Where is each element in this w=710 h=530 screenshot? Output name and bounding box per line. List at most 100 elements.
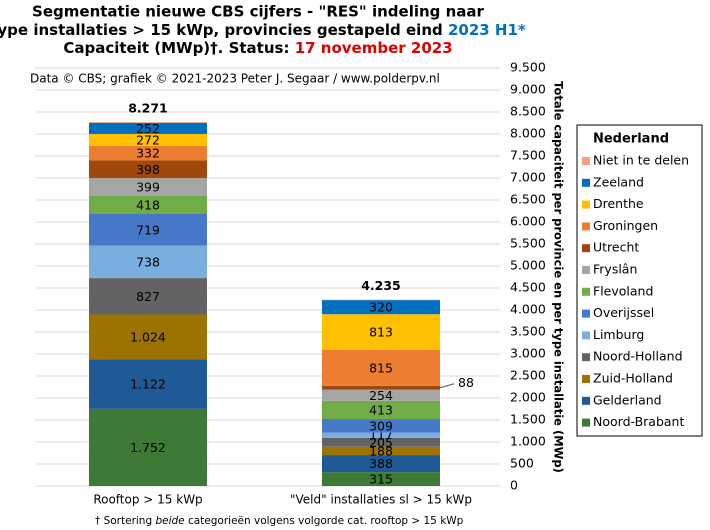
y-tick-label: 4.500 bbox=[510, 280, 546, 295]
bar-segment bbox=[89, 133, 207, 146]
legend-label: Overijssel bbox=[593, 305, 654, 320]
y-tick-label: 5.500 bbox=[510, 236, 546, 251]
y-tick-label: 1.500 bbox=[510, 412, 546, 427]
data-label: 815 bbox=[369, 360, 393, 375]
bar-segment bbox=[89, 245, 207, 279]
y-tick-label: 0 bbox=[510, 478, 518, 493]
y-tick-label: 8.000 bbox=[510, 126, 546, 141]
legend-swatch bbox=[582, 266, 590, 274]
bar-segment bbox=[89, 195, 207, 214]
legend-swatch bbox=[582, 222, 590, 231]
chart-title-line: Capaciteit (MWp)†. Status: 17 november 2… bbox=[63, 39, 452, 57]
bar-segment bbox=[89, 278, 207, 315]
legend-label: Niet in te delen bbox=[593, 153, 689, 168]
legend-label: Utrecht bbox=[593, 240, 639, 255]
data-label: 88 bbox=[458, 375, 474, 390]
y-tick-label: 4.000 bbox=[510, 302, 546, 317]
legend-label: Zeeland bbox=[593, 174, 644, 189]
data-label: 813 bbox=[369, 325, 393, 340]
bar-segment bbox=[322, 437, 440, 447]
chart-title: Segmentatie nieuwe CBS cijfers - "RES" i… bbox=[32, 3, 484, 21]
legend-label: Zuid-Holland bbox=[593, 371, 673, 386]
bar-segment bbox=[89, 359, 207, 409]
title-highlight: 2023 H1* bbox=[448, 21, 526, 39]
legend-label: Groningen bbox=[593, 218, 658, 233]
data-label: 252 bbox=[136, 121, 160, 136]
bar-segment bbox=[89, 145, 207, 161]
legend-swatch bbox=[582, 353, 590, 362]
bar-segment bbox=[322, 400, 440, 420]
bar-segment bbox=[322, 446, 440, 456]
bar-segment bbox=[89, 178, 207, 196]
legend-label: Drenthe bbox=[593, 196, 644, 211]
x-tick-label: Rooftop > 15 kWp bbox=[93, 493, 202, 507]
legend-label: Limburg bbox=[593, 327, 644, 342]
bar-segment bbox=[322, 419, 440, 433]
data-label: 1.752 bbox=[130, 440, 166, 455]
legend-swatch bbox=[582, 331, 590, 340]
legend-label: Noord-Brabant bbox=[593, 414, 684, 429]
bar-segment bbox=[89, 122, 207, 134]
footnote-text: beide bbox=[155, 515, 184, 527]
legend-swatch bbox=[582, 375, 590, 383]
legend-swatch bbox=[582, 244, 590, 253]
data-label: 254 bbox=[369, 388, 393, 403]
legend-swatch bbox=[582, 287, 590, 296]
data-label: 413 bbox=[369, 402, 393, 417]
data-label: 272 bbox=[136, 132, 160, 147]
y-tick-label: 2.000 bbox=[510, 390, 546, 405]
data-label: 1.122 bbox=[130, 377, 166, 392]
status-date: 17 november 2023 bbox=[295, 39, 453, 57]
legend-label: Flevoland bbox=[593, 283, 653, 298]
legend-swatch bbox=[582, 418, 590, 427]
y-tick-label: 3.000 bbox=[510, 346, 546, 361]
legend-swatch bbox=[582, 309, 590, 318]
legend-label: Gelderland bbox=[593, 392, 662, 407]
bar-segment bbox=[322, 389, 440, 401]
footnote-text: categorieën volgens volgorde cat. roofto… bbox=[185, 515, 464, 527]
legend-box bbox=[576, 124, 703, 437]
legend-swatch bbox=[582, 178, 590, 187]
bar-segment bbox=[89, 122, 207, 123]
bar-segment bbox=[89, 408, 207, 486]
y-tick-label: 3.500 bbox=[510, 324, 546, 339]
legend-swatch bbox=[582, 396, 590, 405]
source: Data © CBS; grafiek © 2021-2023 Peter J.… bbox=[30, 72, 440, 86]
legend-title: Nederland bbox=[593, 132, 669, 147]
legend-swatch bbox=[582, 157, 590, 165]
legend-swatch bbox=[582, 200, 590, 209]
bar-segment bbox=[89, 160, 207, 179]
y-tick-label: 7.500 bbox=[510, 148, 546, 163]
bar-segment bbox=[89, 213, 207, 246]
y-tick-label: 8.500 bbox=[510, 104, 546, 119]
title-text: Capaciteit (MWp)†. Status: bbox=[63, 39, 294, 57]
data-label: 332 bbox=[136, 146, 160, 161]
data-label: 388 bbox=[369, 456, 393, 471]
bar-segment bbox=[322, 314, 440, 350]
data-label: 399 bbox=[136, 179, 160, 194]
bar-segment bbox=[322, 472, 440, 486]
bar-segment bbox=[322, 455, 440, 473]
data-label: 827 bbox=[136, 289, 160, 304]
total-label: 4.235 bbox=[361, 278, 401, 293]
y-axis-title: Totale capaciteit per provincie en per t… bbox=[552, 81, 566, 473]
total-label: 8.271 bbox=[128, 101, 168, 116]
x-tick-label: "Veld" installaties sl > 15 kWp bbox=[290, 493, 472, 507]
data-label: 205 bbox=[369, 435, 393, 450]
legend-label: Noord-Holland bbox=[593, 349, 683, 364]
legend-label: Fryslân bbox=[593, 262, 637, 277]
bar-segment bbox=[322, 300, 440, 315]
data-label: 1.024 bbox=[130, 330, 166, 345]
data-label: 398 bbox=[136, 162, 160, 177]
chart-title-line: type installaties > 15 kWp, provincies g… bbox=[0, 21, 526, 39]
y-tick-label: 9.000 bbox=[510, 82, 546, 97]
bar-segment bbox=[89, 314, 207, 360]
y-tick-label: 7.000 bbox=[510, 170, 546, 185]
y-tick-label: 1.000 bbox=[510, 434, 546, 449]
y-tick-label: 6.500 bbox=[510, 192, 546, 207]
y-tick-label: 2.500 bbox=[510, 368, 546, 383]
title-text: type installaties > 15 kWp, provincies g… bbox=[0, 21, 448, 39]
data-label: 418 bbox=[136, 197, 160, 212]
data-label: 719 bbox=[136, 222, 160, 237]
